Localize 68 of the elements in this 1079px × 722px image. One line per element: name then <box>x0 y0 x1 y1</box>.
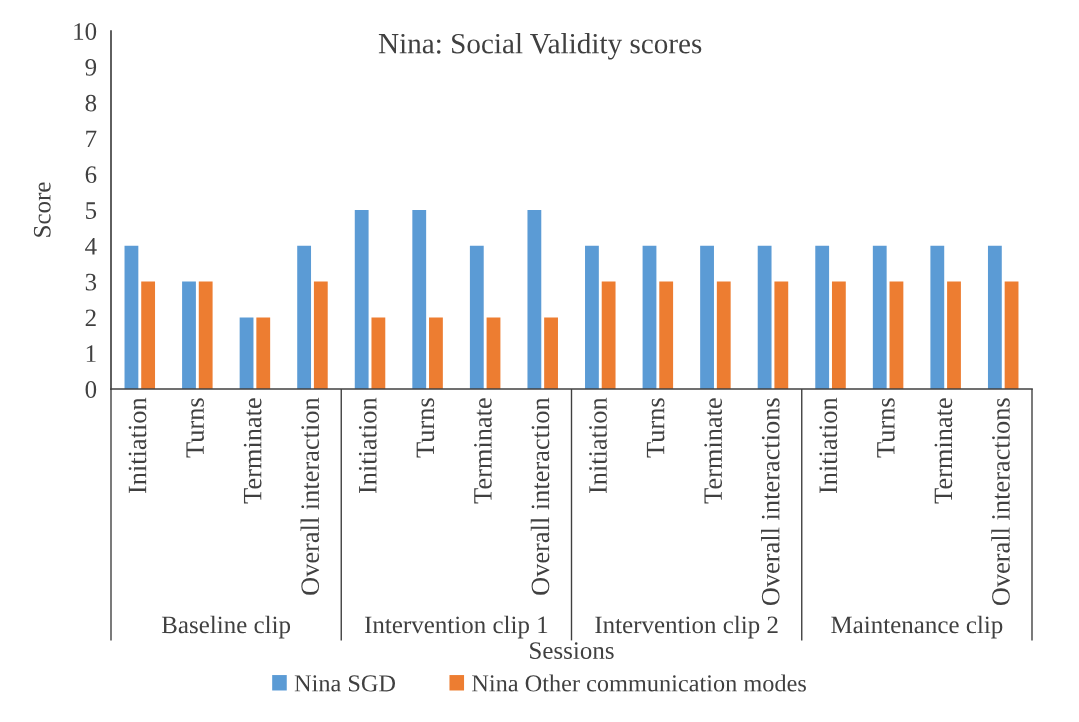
bar <box>889 281 904 389</box>
bar <box>313 281 328 389</box>
bar <box>527 210 542 389</box>
bar <box>486 317 501 389</box>
bar <box>601 281 616 389</box>
y-tick-label: 2 <box>85 309 96 327</box>
y-tick-label: 7 <box>86 130 97 148</box>
bar <box>987 245 1002 389</box>
x-tick-label: Turns <box>186 398 204 458</box>
bar <box>239 317 254 389</box>
x-tick-label: Overall interaction <box>530 397 550 595</box>
x-tick-label: Turns <box>416 398 435 458</box>
y-tick-label: 10 <box>74 23 97 40</box>
bar <box>1004 281 1019 389</box>
y-tick-label: 6 <box>85 166 97 184</box>
bar <box>412 210 427 389</box>
bar <box>774 281 789 389</box>
bar <box>757 245 772 389</box>
y-tick-label: 5 <box>86 202 97 219</box>
y-tick-label: 8 <box>85 94 97 112</box>
bar <box>297 245 312 389</box>
y-axis-title: Score <box>33 182 51 237</box>
bar <box>659 281 674 389</box>
bar <box>872 245 887 389</box>
bar <box>930 245 945 389</box>
x-tick-label: Overall interaction <box>300 397 320 595</box>
x-tick-label: Initiation <box>128 397 147 494</box>
bar <box>716 281 731 389</box>
chart-title: Nina: Social Validity scores <box>378 32 702 60</box>
bar <box>469 245 484 389</box>
legend-label: Nina Other communication modes <box>472 674 806 692</box>
bar <box>585 245 599 389</box>
text: Intervention clip 1 <box>364 615 548 639</box>
bar <box>947 281 961 389</box>
x-tick-label: Initiation <box>589 397 607 494</box>
bar <box>141 281 156 389</box>
text: Baseline clip <box>161 615 291 639</box>
bar <box>124 245 139 389</box>
bar <box>700 245 714 389</box>
text: Maintenance clip <box>831 615 1003 639</box>
x-tick-label: Initiation <box>819 397 838 494</box>
x-tick-label: Terminate <box>243 398 262 504</box>
y-tick-label: 4 <box>85 238 97 255</box>
x-tick-label: Overall interactions <box>991 398 1010 606</box>
bar <box>642 245 657 389</box>
bar <box>815 245 830 389</box>
bar <box>182 281 196 389</box>
bar <box>429 317 443 389</box>
text: Intervention clip 2 <box>595 615 778 639</box>
x-tick-label: Overall interactions <box>761 398 780 606</box>
x-tick-label: Turns <box>877 398 895 458</box>
bar <box>831 281 846 389</box>
x-tick-label: Turns <box>646 398 665 458</box>
x-tick-label: Terminate <box>934 398 953 504</box>
x-tick-label: Terminate <box>704 398 723 504</box>
y-tick-label: 9 <box>85 58 97 76</box>
bar <box>544 317 558 389</box>
x-tick-label: Initiation <box>358 397 377 494</box>
x-axis-title: Sessions <box>530 642 614 659</box>
bar <box>256 317 271 389</box>
y-tick-label: 3 <box>85 273 97 291</box>
legend-label: Nina SGD <box>294 675 396 692</box>
bar <box>354 210 369 389</box>
bar <box>198 281 213 389</box>
y-tick-label: 0 <box>85 381 97 398</box>
bar <box>371 317 386 389</box>
x-tick-label: Terminate <box>474 398 492 504</box>
y-tick-label: 1 <box>86 345 96 362</box>
